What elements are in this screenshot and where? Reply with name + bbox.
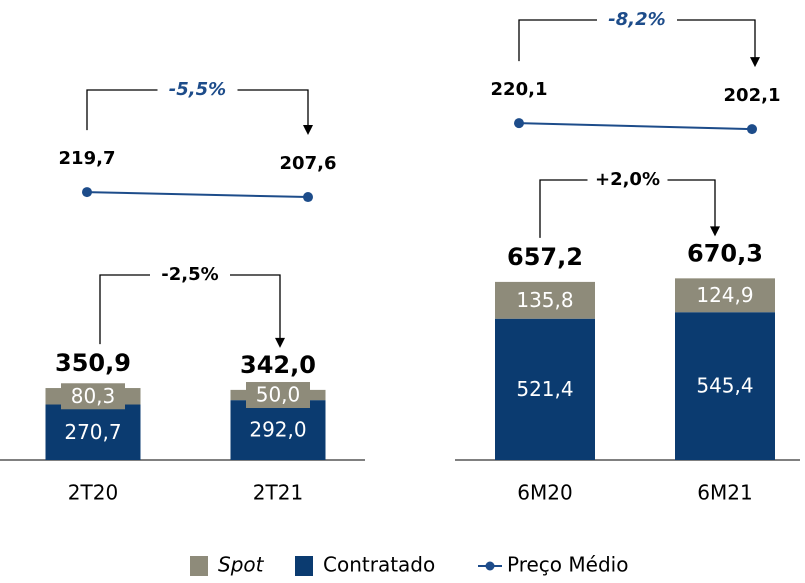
total-label: 342,0 bbox=[240, 351, 316, 379]
price-point bbox=[747, 124, 757, 135]
legend-swatch bbox=[295, 556, 313, 576]
bracket bbox=[99, 274, 150, 345]
bracket bbox=[237, 89, 309, 128]
price-label: 220,1 bbox=[491, 79, 548, 100]
bar-segment bbox=[45, 404, 141, 460]
bar-segment bbox=[675, 312, 775, 460]
value-label: 124,9 bbox=[696, 283, 753, 307]
price-label: 207,6 bbox=[280, 153, 337, 174]
value-label: 292,0 bbox=[249, 418, 306, 442]
change-label: -2,5% bbox=[161, 264, 218, 285]
price-label: 202,1 bbox=[724, 85, 781, 106]
change-label: -8,2% bbox=[608, 9, 665, 30]
value-label: 521,4 bbox=[516, 377, 573, 401]
legend-label: Preço Médio bbox=[507, 553, 628, 577]
bar-segment bbox=[495, 281, 595, 319]
total-label: 350,9 bbox=[55, 349, 131, 377]
legend-swatch bbox=[190, 556, 208, 576]
price-point bbox=[303, 192, 313, 203]
bar-segment bbox=[495, 318, 595, 460]
legend-label: Contratado bbox=[323, 553, 435, 577]
value-label: 50,0 bbox=[256, 383, 301, 407]
legend-dot bbox=[485, 561, 495, 571]
price-point bbox=[82, 187, 92, 198]
change-label: -5,5% bbox=[169, 79, 226, 100]
bracket bbox=[677, 19, 756, 60]
total-label: 657,2 bbox=[507, 243, 583, 271]
bracket bbox=[539, 179, 588, 238]
arrow-head bbox=[303, 125, 313, 136]
price-point bbox=[514, 118, 524, 129]
bracket bbox=[667, 179, 716, 229]
arrow-head bbox=[710, 226, 720, 237]
value-label: 135,8 bbox=[516, 288, 573, 312]
label-box bbox=[61, 383, 125, 410]
bar-segment bbox=[675, 278, 775, 313]
value-label: 270,7 bbox=[64, 420, 121, 444]
bracket bbox=[518, 19, 597, 62]
price-line bbox=[518, 122, 753, 131]
x-tick-label: 6M20 bbox=[517, 481, 572, 505]
value-label: 545,4 bbox=[696, 374, 753, 398]
bracket bbox=[86, 89, 158, 131]
price-label: 219,7 bbox=[59, 148, 116, 169]
x-tick-label: 2T21 bbox=[253, 481, 303, 505]
x-tick-label: 2T20 bbox=[68, 481, 118, 505]
total-label: 670,3 bbox=[687, 239, 763, 267]
value-label: 80,3 bbox=[71, 384, 116, 408]
legend-label: Spot bbox=[218, 553, 265, 577]
arrow-head bbox=[750, 57, 760, 68]
price-line bbox=[86, 191, 309, 199]
bracket bbox=[230, 274, 281, 340]
bar-segment bbox=[230, 400, 326, 460]
change-label: +2,0% bbox=[595, 169, 660, 190]
arrow-head bbox=[275, 337, 285, 348]
label-box bbox=[246, 382, 310, 409]
x-tick-label: 6M21 bbox=[697, 481, 752, 505]
